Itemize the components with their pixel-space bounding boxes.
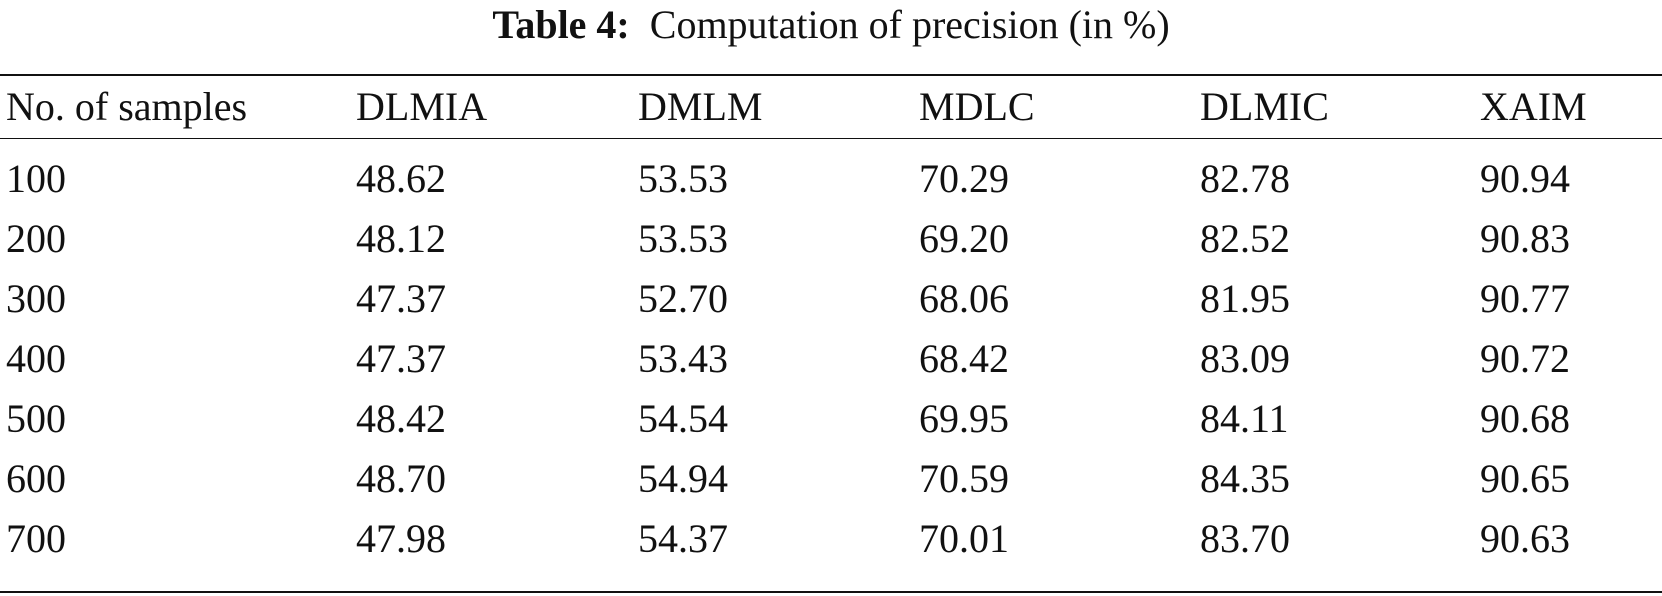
table-header-rule	[0, 138, 1662, 139]
table-caption-text: Computation of precision (in %)	[649, 2, 1170, 47]
table-row: 500 48.42 54.54 69.95 84.11 90.68	[0, 389, 1662, 449]
table-cell: 81.95	[1200, 276, 1290, 321]
table-cell: 200	[6, 216, 66, 261]
table-bottom-rule	[0, 591, 1662, 593]
column-header-mdlc: MDLC	[919, 84, 1035, 129]
table-cell: 100	[6, 156, 66, 201]
table-cell: 48.12	[356, 216, 446, 261]
table-cell: 70.29	[919, 156, 1009, 201]
table-cell: 53.53	[638, 216, 728, 261]
table-row: 300 47.37 52.70 68.06 81.95 90.77	[0, 269, 1662, 329]
table-cell: 48.42	[356, 396, 446, 441]
table-cell: 500	[6, 396, 66, 441]
table-cell: 90.68	[1480, 396, 1570, 441]
table-cell: 82.78	[1200, 156, 1290, 201]
table-cell: 84.11	[1200, 396, 1289, 441]
column-header-dmlm: DMLM	[638, 84, 763, 129]
table-cell: 90.83	[1480, 216, 1570, 261]
table-cell: 48.62	[356, 156, 446, 201]
table-cell: 90.77	[1480, 276, 1570, 321]
table-cell: 69.20	[919, 216, 1009, 261]
table-cell: 53.53	[638, 156, 728, 201]
table-cell: 47.37	[356, 336, 446, 381]
table-cell: 400	[6, 336, 66, 381]
table-cell: 600	[6, 456, 66, 501]
table-row: 100 48.62 53.53 70.29 82.78 90.94	[0, 149, 1662, 209]
table-header-row: No. of samples DLMIA DMLM MDLC DLMIC XAI…	[0, 77, 1662, 137]
table-cell: 52.70	[638, 276, 728, 321]
table-cell: 90.94	[1480, 156, 1570, 201]
table-cell: 47.37	[356, 276, 446, 321]
table-cell: 54.37	[638, 516, 728, 561]
table-row: 700 47.98 54.37 70.01 83.70 90.63	[0, 509, 1662, 569]
table-cell: 47.98	[356, 516, 446, 561]
table-cell: 84.35	[1200, 456, 1290, 501]
table-cell: 90.63	[1480, 516, 1570, 561]
table-cell: 83.09	[1200, 336, 1290, 381]
table-cell: 48.70	[356, 456, 446, 501]
table-cell: 68.06	[919, 276, 1009, 321]
table-caption-label: Table 4:	[492, 2, 630, 47]
table-top-rule	[0, 74, 1662, 76]
table-cell: 53.43	[638, 336, 728, 381]
table-cell: 68.42	[919, 336, 1009, 381]
table-row: 400 47.37 53.43 68.42 83.09 90.72	[0, 329, 1662, 389]
table-cell: 54.94	[638, 456, 728, 501]
table-cell: 300	[6, 276, 66, 321]
table-caption: Table 4: Computation of precision (in %)	[0, 0, 1662, 66]
column-header-dlmia: DLMIA	[356, 84, 488, 129]
table-cell: 69.95	[919, 396, 1009, 441]
table-cell: 83.70	[1200, 516, 1290, 561]
table-cell: 70.59	[919, 456, 1009, 501]
column-header-samples: No. of samples	[6, 84, 248, 129]
column-header-xaim: XAIM	[1480, 84, 1587, 129]
table-cell: 90.72	[1480, 336, 1570, 381]
table-row: 600 48.70 54.94 70.59 84.35 90.65	[0, 449, 1662, 509]
table-cell: 90.65	[1480, 456, 1570, 501]
column-header-dlmic: DLMIC	[1200, 84, 1329, 129]
table-cell: 82.52	[1200, 216, 1290, 261]
table-cell: 54.54	[638, 396, 728, 441]
table-cell: 700	[6, 516, 66, 561]
table-cell: 70.01	[919, 516, 1009, 561]
table-row: 200 48.12 53.53 69.20 82.52 90.83	[0, 209, 1662, 269]
